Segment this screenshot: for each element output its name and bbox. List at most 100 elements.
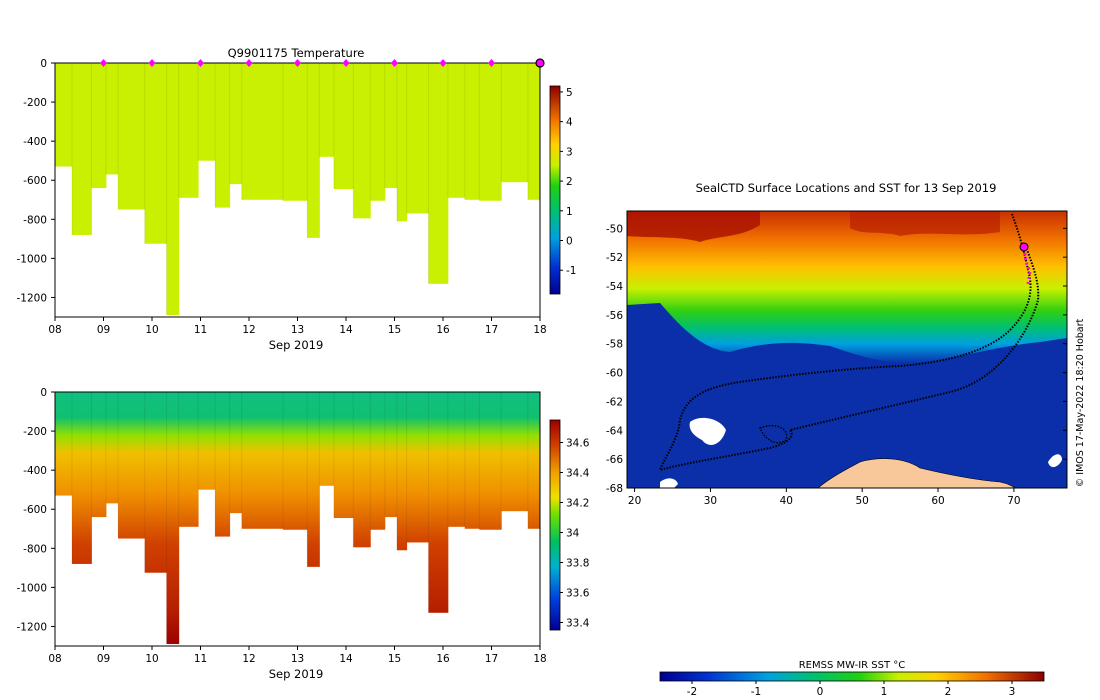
y-tick-label: 0 [40, 58, 47, 70]
x-tick-label: 09 [97, 324, 110, 336]
profile-column [118, 392, 146, 539]
profile-column [333, 63, 354, 190]
sst-map-panel: SealCTD Surface Locations and SST for 13… [606, 181, 1086, 698]
temperature-profiles [54, 63, 541, 316]
colorbar-tick-label: 2 [945, 686, 952, 698]
profile-column [241, 63, 284, 200]
profile-column [447, 392, 466, 527]
y-tick-label: -200 [23, 426, 47, 438]
colorbar-tick-label: -1 [751, 686, 761, 698]
x-tick-label: 09 [97, 653, 110, 665]
colorbar-tick-label: -2 [687, 686, 697, 698]
profile-column [307, 63, 320, 238]
profile-column [178, 63, 199, 198]
salinity-panel: 0 -200 -400 -600 -800 -1000 -1200 08 09 10 11 12 13… [16, 387, 589, 681]
y-tick-label: -1000 [16, 253, 47, 265]
x-tick-label: 15 [388, 653, 401, 665]
profile-column [282, 63, 308, 201]
x-tick-label: 12 [242, 324, 255, 336]
profile-column [370, 63, 386, 201]
profile-marker [294, 59, 301, 67]
profile-column [396, 63, 408, 222]
profile-column [319, 392, 335, 486]
temperature-y-axis: 0 -200 -400 -600 -800 -1000 -1200 [16, 58, 55, 304]
y-tick-label: -800 [23, 543, 47, 555]
profile-markers [100, 58, 545, 68]
x-tick-label: 18 [533, 324, 546, 336]
colorbar-tick-label: -1 [566, 265, 576, 277]
profile-column [353, 63, 371, 219]
x-tick-label: 30 [704, 495, 717, 507]
profile-column [105, 63, 119, 175]
profile-column [178, 392, 199, 527]
profile-column [370, 392, 386, 530]
profile-column [527, 392, 541, 529]
colorbar-tick-label: 1 [881, 686, 888, 698]
y-tick-label: -600 [23, 175, 47, 187]
colorbar-tick-label: 5 [566, 87, 573, 99]
warm-patch [627, 211, 760, 242]
profile-marker [342, 59, 350, 67]
y-tick-label: -52 [606, 252, 623, 264]
map-frame [626, 210, 1068, 489]
profile-marker [100, 59, 107, 67]
salinity-xlabel: Sep 2019 [269, 667, 324, 681]
colorbar-tick-label: 3 [1009, 686, 1016, 698]
y-tick-label: -800 [23, 214, 47, 226]
colorbar-tick-label: 4 [566, 117, 573, 129]
y-tick-label: -54 [606, 281, 623, 293]
temperature-colorbar-ticks: 5 4 3 2 1 0 -1 [560, 87, 576, 277]
y-tick-label: -58 [606, 339, 623, 351]
profile-column [71, 392, 92, 564]
recent-positions [1022, 247, 1032, 285]
y-tick-label: -400 [23, 465, 47, 477]
profile-marker [197, 59, 204, 67]
y-tick-label: 0 [40, 387, 47, 399]
sst-colorbar [659, 671, 1045, 682]
profile-column [396, 392, 408, 551]
profile-column [241, 392, 284, 529]
colorbar-tick-label: 33.4 [566, 618, 590, 630]
x-tick-label: 11 [194, 653, 207, 665]
profile-marker [245, 59, 253, 67]
y-tick-label: -66 [606, 454, 623, 466]
profile-column [333, 392, 354, 519]
profile-column [428, 392, 449, 613]
profile-column [215, 63, 231, 208]
y-tick-label: -60 [606, 368, 623, 380]
colorbar-tick-label: 34.6 [566, 438, 590, 450]
profile-column [198, 63, 216, 161]
seal-track [658, 213, 1040, 472]
y-tick-label: -1000 [16, 582, 47, 594]
warm-patch [850, 211, 1000, 236]
x-tick-label: 17 [485, 324, 498, 336]
sst-colorbar-ticks: -2 -1 0 1 2 3 [687, 681, 1016, 698]
profile-column [55, 392, 73, 496]
salinity-colorbar [549, 419, 561, 631]
temperature-panel: Q9901175 Temperature 0 -200 -400 -600 -800 -1… [16, 46, 576, 352]
x-tick-label: 16 [436, 653, 450, 665]
x-tick-label: 60 [931, 495, 944, 507]
profile-column [105, 392, 119, 504]
profile-column [501, 63, 529, 183]
profile-column [55, 63, 73, 167]
colorbar-tick-label: 33.6 [566, 588, 590, 600]
colorbar-tick-label: 3 [566, 146, 573, 158]
temperature-x-axis: 08 09 10 11 12 13 14 15 16 17 18 [48, 317, 547, 336]
sea-ice-area [627, 303, 1067, 488]
no-data-patch [660, 478, 678, 488]
x-tick-label: 14 [339, 324, 353, 336]
map-y-axis: -50 -52 -54 -56 -58 -60 -62 -64 -66 -68 [606, 223, 1067, 495]
salinity-x-axis: 08 09 10 11 12 13 14 15 16 17 18 [48, 646, 547, 665]
profile-marker [488, 59, 495, 67]
x-tick-label: 13 [291, 324, 304, 336]
profile-column [479, 392, 502, 530]
no-data-patch [1048, 454, 1062, 468]
profile-column [229, 63, 243, 185]
salinity-profiles [54, 392, 541, 645]
profile-column [91, 63, 107, 189]
profile-column [447, 63, 466, 198]
profile-column [144, 63, 168, 244]
profile-column [384, 392, 398, 518]
profile-column [215, 392, 231, 537]
